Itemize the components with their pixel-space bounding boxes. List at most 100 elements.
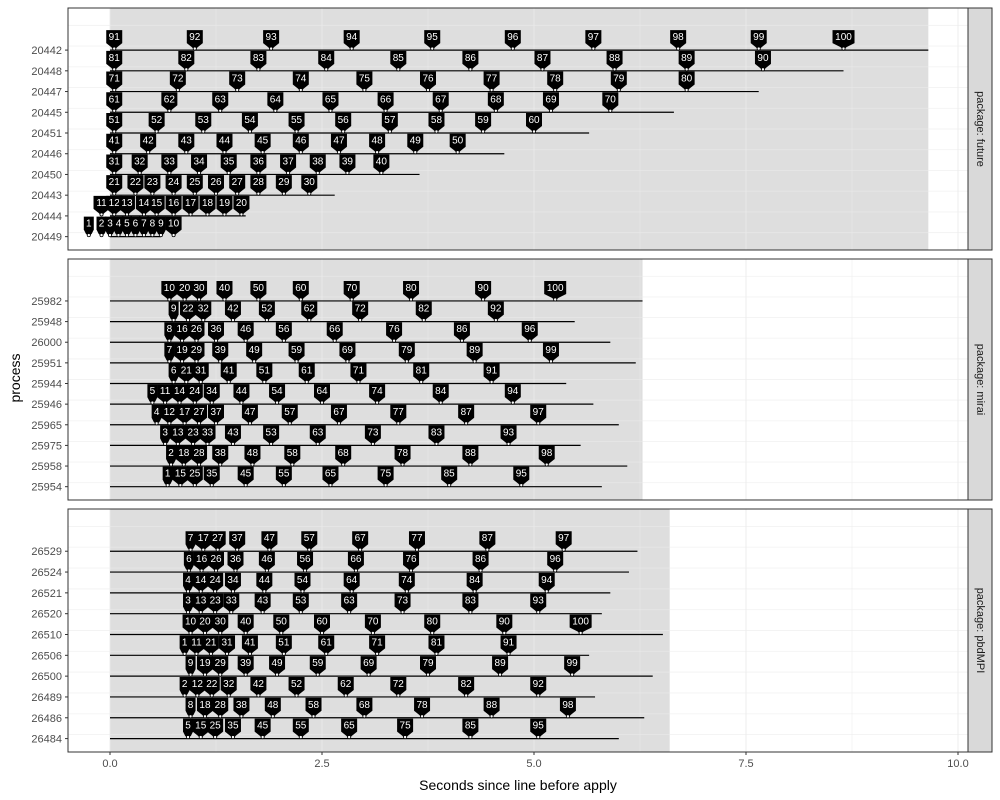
tag-marker: 39	[237, 656, 254, 677]
tag-shape	[256, 572, 273, 593]
tag-shape	[208, 322, 224, 343]
tag-point	[215, 547, 220, 552]
tag-point	[197, 297, 202, 302]
tag-marker: 80	[403, 280, 420, 302]
tag-point	[498, 672, 503, 677]
tag-point	[194, 651, 199, 656]
tag-point	[341, 129, 346, 134]
tag-marker: 74	[398, 572, 415, 594]
tag-label: 82	[181, 53, 193, 64]
tag-shape	[475, 113, 492, 133]
tag-label: 43	[257, 596, 269, 607]
tag-point	[294, 693, 299, 698]
tag-label: 66	[329, 324, 341, 335]
process-row: 25946 5 11 14 24 34 44 54 64 74 84 94	[31, 384, 594, 411]
tag-label: 63	[312, 427, 324, 438]
tag-marker: 82	[458, 676, 475, 698]
tag-shape	[275, 466, 292, 487]
tag-point	[99, 212, 104, 217]
tag-point	[281, 191, 286, 196]
tag-label: 50	[253, 283, 265, 294]
tag-point	[192, 400, 197, 405]
tag-label: 27	[232, 177, 244, 188]
tag-label: 69	[363, 658, 375, 669]
tag-point	[298, 610, 303, 615]
tag-shape	[164, 322, 175, 343]
tag-label: 45	[257, 136, 269, 147]
y-tick-label: 25982	[31, 296, 62, 308]
tag-shape	[135, 195, 152, 216]
tag-marker: 64	[267, 92, 284, 113]
tag-shape	[542, 342, 559, 363]
tag-label: 20	[179, 283, 191, 294]
tag-shape	[670, 30, 687, 51]
tag-point	[464, 693, 469, 698]
tag-shape	[192, 572, 209, 593]
tag-shape	[530, 404, 547, 425]
tag-marker: 67	[352, 531, 369, 552]
tag-point	[298, 150, 303, 155]
tag-label: 91	[486, 366, 498, 377]
tag-point	[315, 672, 320, 677]
tag-shape	[233, 195, 250, 216]
tag-label: 62	[164, 94, 176, 105]
tag-label: 61	[109, 94, 121, 105]
tag-point	[150, 233, 155, 238]
tag-label: 14	[195, 575, 207, 586]
tag-point	[349, 589, 354, 594]
tag-label: 37	[283, 156, 295, 167]
tag-marker: 79	[420, 656, 436, 677]
tag-label: 36	[210, 324, 222, 335]
tag-marker: 18	[199, 195, 216, 217]
tag-point	[205, 441, 210, 446]
tag-marker: 25	[207, 718, 224, 740]
tag-marker: 67	[432, 92, 449, 113]
tag-marker: 13	[192, 593, 209, 615]
tag-marker: 10	[165, 216, 182, 238]
tag-label: 95	[516, 469, 528, 480]
tag-point	[264, 568, 269, 573]
y-tick-label: 20445	[31, 107, 62, 119]
tag-point	[256, 297, 261, 302]
tag-marker: 83	[250, 50, 267, 72]
tag-label: 88	[465, 448, 477, 459]
tag-marker: 30	[191, 280, 208, 302]
tag-marker: 60	[314, 614, 330, 636]
x-tick-label: 5.0	[526, 758, 541, 770]
tag-point	[345, 359, 350, 364]
tag-marker: 9	[155, 216, 166, 238]
tag-marker: 97	[555, 531, 572, 552]
tag-point	[256, 191, 261, 196]
tag-label: 71	[353, 366, 365, 377]
tag-label: 70	[367, 617, 379, 628]
tag-label: 97	[533, 407, 545, 418]
process-row: 26500 9 19 29 39 49 59 69 79 89 99	[31, 656, 653, 683]
tag-label: 13	[121, 198, 133, 209]
tag-shape	[185, 697, 196, 718]
tag-point	[205, 212, 210, 217]
tag-point	[349, 297, 354, 302]
tag-label: 47	[244, 407, 256, 418]
tag-point	[315, 170, 320, 175]
tag-label: 67	[333, 407, 345, 418]
tag-shape	[483, 697, 500, 718]
tag-shape	[369, 384, 386, 405]
tag-marker: 9	[168, 301, 179, 323]
tag-label: 74	[401, 575, 413, 586]
tag-point	[188, 212, 193, 217]
process-row: 26510 10 20 30 40 50 60 70 80 90 100	[31, 614, 663, 642]
y-tick-label: 26529	[31, 546, 62, 558]
tag-marker: 28	[191, 446, 208, 467]
tag-point	[279, 631, 284, 636]
tag-shape	[381, 113, 398, 133]
tag-shape	[144, 175, 161, 196]
tag-label: 100	[835, 32, 852, 43]
tag-point	[434, 129, 439, 134]
tag-point	[328, 483, 333, 488]
tag-label: 97	[558, 533, 570, 544]
tag-marker: 98	[538, 446, 555, 467]
tag-shape	[326, 322, 343, 343]
tag-label: 87	[537, 53, 549, 64]
tag-shape	[147, 384, 158, 405]
